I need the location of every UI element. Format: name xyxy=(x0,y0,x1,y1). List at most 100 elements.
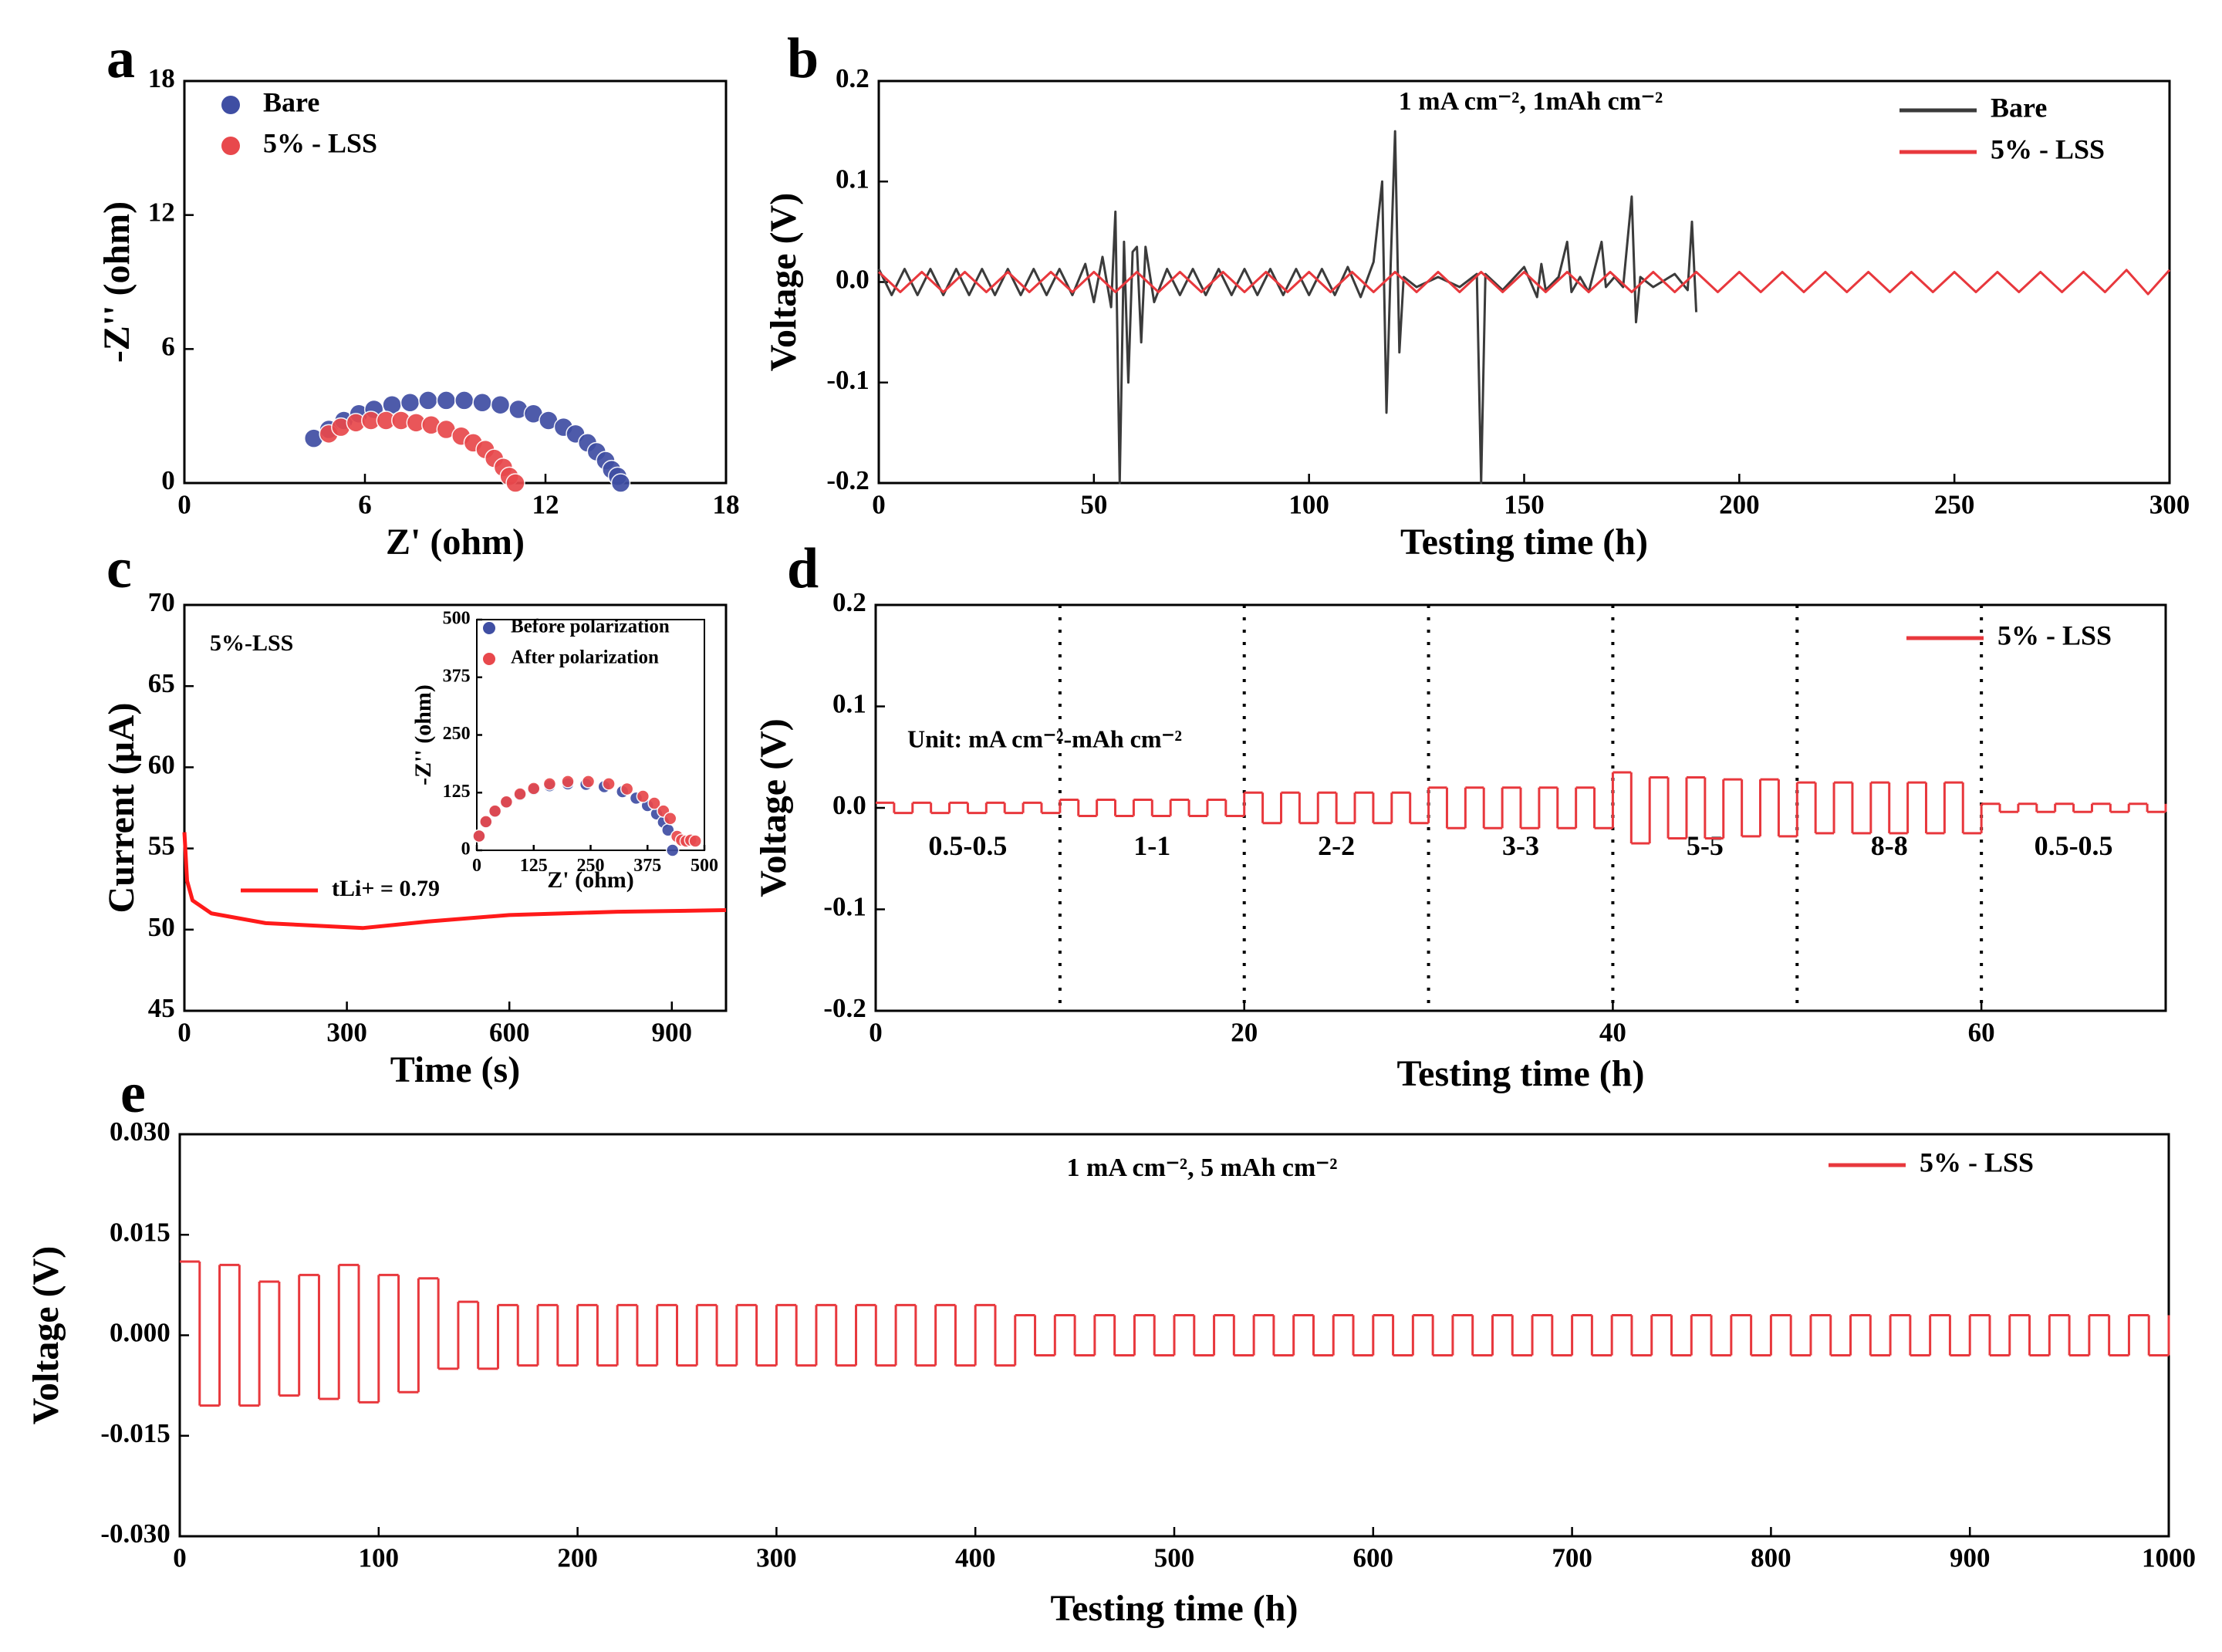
annotation: 5%-LSS xyxy=(210,630,293,656)
data-line xyxy=(877,130,1698,485)
marker xyxy=(418,390,438,410)
segment-label: 8-8 xyxy=(1871,830,1908,861)
y-axis-title: Voltage (V) xyxy=(25,1246,66,1425)
legend-label: Bare xyxy=(1991,92,2047,123)
x-tick-label: 1000 xyxy=(2142,1543,2196,1573)
marker xyxy=(454,390,474,410)
y-tick-label: 0.2 xyxy=(836,63,870,93)
y-axis-title: Current (μA) xyxy=(101,703,142,914)
marker xyxy=(400,393,420,413)
marker xyxy=(581,775,596,789)
panel-letter: e xyxy=(120,1062,146,1125)
x-tick-label: 300 xyxy=(756,1543,797,1573)
x-tick-label: 700 xyxy=(1552,1543,1592,1573)
y-tick-label: -0.2 xyxy=(823,993,866,1023)
x-tick-label: 600 xyxy=(1353,1543,1394,1573)
marker xyxy=(620,782,634,796)
annotation: Unit: mA cm⁻²-mAh cm⁻² xyxy=(907,725,1182,752)
marker xyxy=(665,843,680,857)
x-tick-label: 200 xyxy=(1719,490,1760,520)
x-tick-label: 250 xyxy=(1934,490,1975,520)
x-tick-label: 375 xyxy=(633,856,661,876)
y-tick-label: 0.2 xyxy=(832,587,866,617)
x-tick-label: 900 xyxy=(652,1018,693,1048)
y-tick-label: 0.0 xyxy=(832,790,866,820)
y-tick-label: -0.030 xyxy=(100,1519,170,1549)
x-tick-label: 300 xyxy=(2149,490,2190,520)
x-tick-label: 12 xyxy=(532,490,559,520)
y-axis-title: -Z'' (ohm) xyxy=(410,684,436,785)
marker xyxy=(499,795,514,809)
y-tick-label: -0.2 xyxy=(826,465,869,495)
x-tick-label: 900 xyxy=(1950,1543,1991,1573)
y-tick-label: 125 xyxy=(443,782,471,802)
marker xyxy=(472,829,486,843)
x-tick-label: 0 xyxy=(869,1018,883,1048)
panel-letter: c xyxy=(106,537,132,600)
marker xyxy=(472,393,492,413)
marker xyxy=(647,796,661,810)
x-tick-label: 800 xyxy=(1751,1543,1791,1573)
legend-label: 5% - LSS xyxy=(1991,133,2105,164)
annotation: 1 mA cm⁻², 5 mAh cm⁻² xyxy=(1067,1154,1338,1182)
legend-marker xyxy=(483,653,495,665)
legend-label: 5% - LSS xyxy=(1920,1147,2034,1177)
panel-letter: a xyxy=(106,27,135,90)
legend-label: Before polarization xyxy=(511,617,670,637)
marker xyxy=(561,775,575,789)
x-tick-label: 0 xyxy=(872,490,886,520)
x-tick-label: 6 xyxy=(358,490,372,520)
x-tick-label: 150 xyxy=(1504,490,1545,520)
marker xyxy=(602,777,616,791)
y-tick-label: 65 xyxy=(148,668,175,698)
legend-label: tLi+ = 0.79 xyxy=(332,876,440,901)
legend-label: 5% - LSS xyxy=(263,127,377,158)
x-tick-label: 18 xyxy=(713,490,740,520)
y-tick-label: 250 xyxy=(443,724,471,744)
x-tick-label: 40 xyxy=(1599,1018,1626,1048)
marker xyxy=(436,390,457,410)
x-tick-label: 20 xyxy=(1231,1018,1258,1048)
y-tick-label: 375 xyxy=(443,666,471,686)
legend-label: After polarization xyxy=(511,647,659,668)
segment-label: 1-1 xyxy=(1133,830,1170,861)
y-tick-label: 0.015 xyxy=(110,1217,171,1247)
x-tick-label: 100 xyxy=(1288,490,1329,520)
y-tick-label: 0.000 xyxy=(110,1318,171,1348)
marker xyxy=(688,834,702,848)
marker xyxy=(542,777,557,791)
y-tick-label: 0.030 xyxy=(110,1117,171,1147)
plot-frame xyxy=(183,603,728,1012)
y-tick-label: -0.1 xyxy=(823,892,866,922)
y-tick-label: 6 xyxy=(161,331,175,361)
y-axis-title: Voltage (V) xyxy=(763,193,804,372)
marker xyxy=(513,787,527,801)
annotation: 1 mA cm⁻², 1mAh cm⁻² xyxy=(1399,87,1663,116)
x-axis-title: Z' (ohm) xyxy=(386,522,525,562)
x-tick-label: 200 xyxy=(557,1543,598,1573)
x-tick-label: 0 xyxy=(177,1018,191,1048)
marker xyxy=(636,789,650,803)
x-axis-title: Z' (ohm) xyxy=(547,867,634,893)
y-tick-label: 60 xyxy=(148,749,175,779)
x-tick-label: 250 xyxy=(577,856,605,876)
y-axis-title: Voltage (V) xyxy=(753,718,794,897)
data-line xyxy=(877,269,2171,296)
marker xyxy=(505,473,525,493)
marker xyxy=(479,815,493,829)
panel-letter: d xyxy=(787,537,819,600)
y-tick-label: -0.1 xyxy=(826,365,869,395)
x-tick-label: 400 xyxy=(955,1543,996,1573)
data-line xyxy=(182,832,727,931)
segment-label: 0.5-0.5 xyxy=(928,830,1007,861)
x-tick-label: 50 xyxy=(1080,490,1107,520)
y-tick-label: 18 xyxy=(148,63,175,93)
y-tick-label: 0.1 xyxy=(832,689,866,719)
y-tick-label: 0.1 xyxy=(836,164,870,194)
x-tick-label: 60 xyxy=(1968,1018,1995,1048)
marker xyxy=(527,782,541,796)
legend-marker xyxy=(221,137,240,155)
y-tick-label: 0 xyxy=(461,840,471,860)
x-axis-title: Testing time (h) xyxy=(1400,522,1648,562)
